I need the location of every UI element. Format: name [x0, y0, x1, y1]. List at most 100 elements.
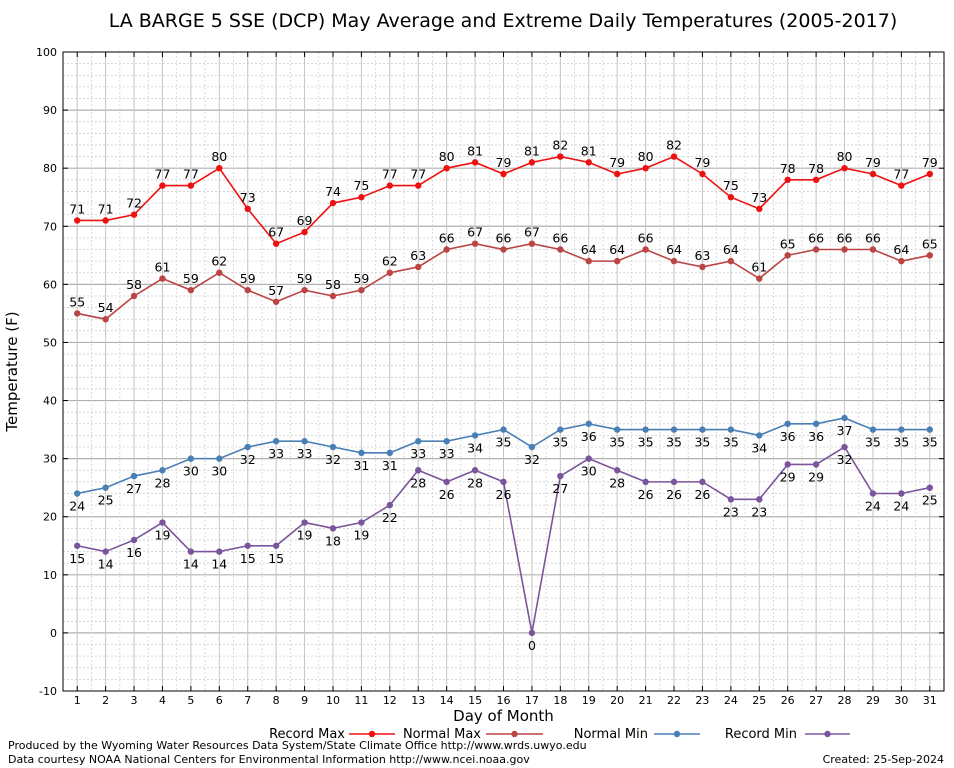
x-tick-label: 18 [553, 694, 567, 707]
x-tick-label: 17 [525, 694, 539, 707]
x-tick-label: 15 [468, 694, 482, 707]
data-label: 35 [666, 435, 682, 450]
data-point [926, 484, 933, 491]
data-label: 15 [268, 551, 284, 566]
data-point [784, 420, 791, 427]
data-point [216, 269, 223, 276]
data-label: 63 [694, 248, 710, 263]
data-point [642, 246, 649, 253]
data-label: 26 [439, 487, 455, 502]
data-label: 73 [240, 190, 256, 205]
data-label: 35 [723, 435, 739, 450]
data-point [471, 467, 479, 474]
data-point [130, 292, 138, 300]
footer-data-courtesy: Data courtesy NOAA National Centers for … [8, 753, 530, 766]
legend-marker [824, 730, 831, 738]
data-point [642, 426, 649, 433]
x-tick-label: 5 [187, 694, 194, 707]
y-tick-label: 100 [36, 46, 57, 59]
data-point [102, 548, 109, 555]
data-point [898, 490, 905, 497]
data-label: 32 [325, 452, 341, 467]
data-label: 62 [211, 254, 227, 269]
data-point [358, 449, 365, 457]
data-point [613, 467, 621, 474]
data-label: 81 [581, 143, 597, 158]
data-point [216, 455, 223, 462]
data-point [528, 159, 536, 166]
data-label: 25 [98, 493, 114, 508]
x-tick-label: 11 [354, 694, 368, 707]
data-label: 30 [581, 464, 597, 479]
chart-title: LA BARGE 5 SSE (DCP) May Average and Ext… [109, 10, 898, 32]
data-label: 57 [268, 283, 284, 298]
data-label: 33 [268, 446, 284, 461]
data-point [500, 478, 507, 486]
data-point [301, 228, 308, 236]
data-label: 77 [893, 167, 909, 182]
legend-item-normal-min: Normal Min [574, 727, 700, 742]
data-label: 78 [780, 161, 796, 176]
data-point [812, 420, 820, 427]
data-label: 30 [183, 464, 199, 479]
data-label: 79 [496, 155, 512, 170]
data-label: 32 [524, 452, 540, 467]
data-point [699, 426, 706, 433]
data-label: 28 [410, 475, 426, 490]
data-point [244, 286, 251, 294]
data-point [613, 170, 621, 178]
y-tick-label: 20 [43, 511, 57, 524]
data-point [812, 176, 820, 183]
data-label: 35 [496, 435, 512, 450]
x-tick-label: 13 [411, 694, 425, 707]
data-point [727, 496, 735, 503]
data-point [272, 438, 280, 445]
data-label: 14 [183, 557, 199, 572]
data-label: 66 [552, 231, 568, 246]
data-point [471, 432, 479, 439]
y-tick-label: 90 [43, 104, 57, 117]
data-label: 31 [382, 458, 398, 473]
data-label: 26 [496, 487, 512, 502]
data-point [159, 182, 166, 189]
data-point [869, 426, 877, 433]
data-point [898, 426, 905, 433]
x-tick-label: 21 [639, 694, 653, 707]
data-label: 64 [723, 242, 739, 257]
data-label: 28 [467, 475, 483, 490]
data-label: 67 [268, 225, 284, 240]
data-label: 64 [893, 242, 909, 257]
data-point [642, 478, 649, 486]
x-tick-label: 29 [866, 694, 880, 707]
data-label: 67 [524, 225, 540, 240]
data-label: 59 [240, 271, 256, 286]
data-point [329, 199, 337, 207]
data-point [216, 548, 223, 555]
data-point [329, 525, 337, 532]
data-label: 34 [467, 440, 483, 455]
data-point [727, 194, 735, 201]
data-point [187, 455, 195, 462]
data-point [670, 153, 678, 160]
data-point [386, 501, 394, 509]
data-point [670, 257, 678, 265]
data-point [812, 461, 820, 468]
data-point [471, 240, 479, 247]
data-label: 35 [694, 435, 710, 450]
x-tick-label: 25 [752, 694, 766, 707]
data-point [699, 170, 706, 178]
data-label: 81 [467, 143, 483, 158]
data-label: 26 [694, 487, 710, 502]
data-point [756, 205, 763, 213]
data-point [187, 286, 195, 294]
data-label: 35 [922, 435, 938, 450]
data-label: 77 [382, 167, 398, 182]
data-point [301, 519, 308, 526]
data-point [159, 275, 166, 282]
y-tick-label: 60 [43, 278, 57, 291]
data-point [272, 298, 280, 305]
data-point [699, 263, 706, 271]
data-label: 64 [581, 242, 597, 257]
data-label: 32 [837, 452, 853, 467]
data-point [585, 455, 592, 462]
